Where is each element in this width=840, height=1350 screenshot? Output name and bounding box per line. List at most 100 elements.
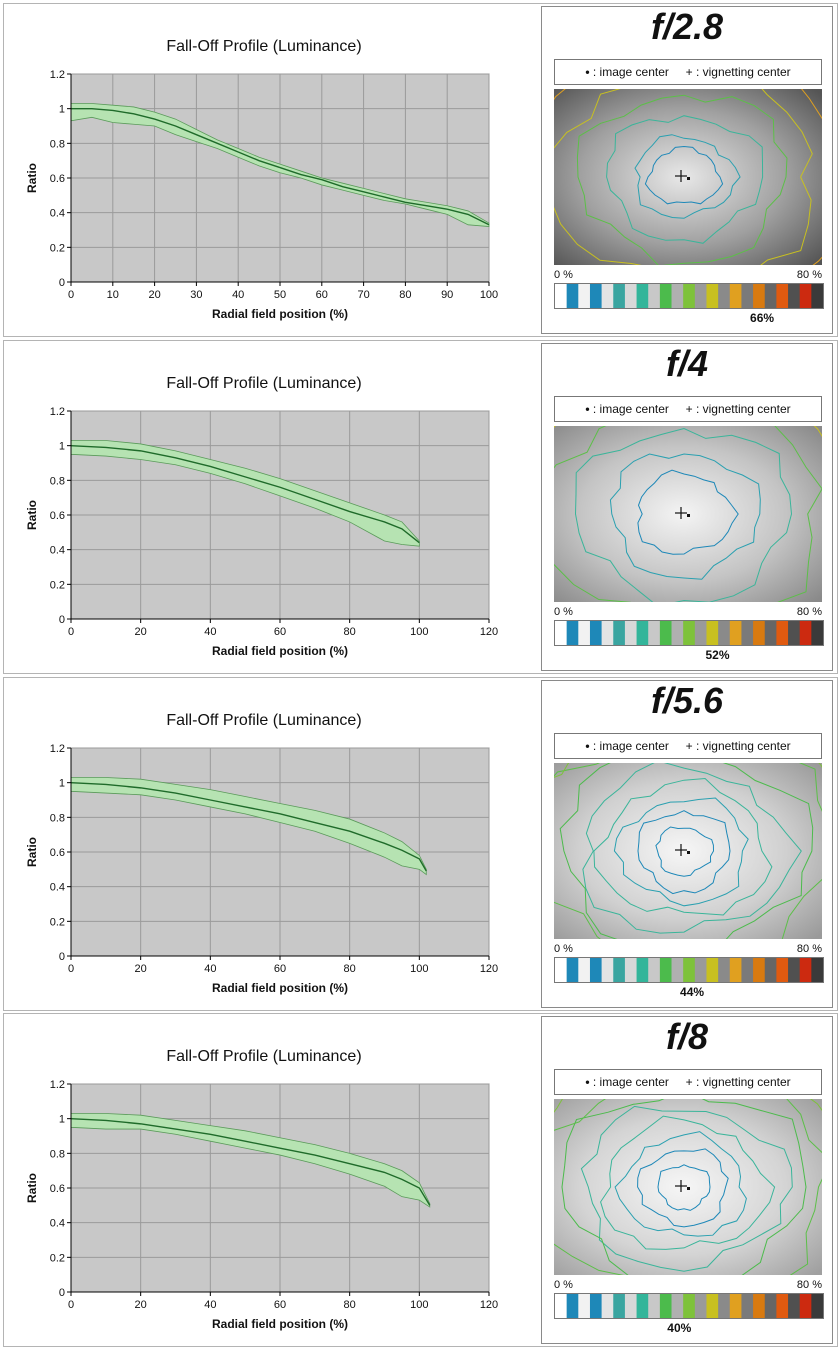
image-center-marker <box>687 177 690 180</box>
image-center-symbol: • <box>585 739 590 753</box>
scale-swatch <box>706 958 719 982</box>
scale-swatch <box>671 958 684 982</box>
series-line <box>70 444 420 544</box>
scale-swatch <box>741 958 754 982</box>
scale-swatch <box>659 1294 673 1318</box>
scale-swatch <box>811 621 823 645</box>
image-center-marker <box>687 851 690 854</box>
scale-swatch <box>694 284 707 308</box>
scale-swatch <box>648 1294 661 1318</box>
y-axis-label: Ratio <box>25 837 39 867</box>
scale-swatch <box>729 284 742 308</box>
panel-row-3: Fall-Off Profile (Luminance) 0 20 40 60 80 100… <box>3 677 838 1011</box>
scale-swatch <box>776 284 789 308</box>
x-tick-label: 0 <box>68 1299 74 1311</box>
scale-swatch <box>613 958 626 982</box>
scale-swatch <box>811 1294 823 1318</box>
luminance-contour <box>634 134 741 219</box>
vignetting-panel: f/8 • : image center + : vignetting cent… <box>541 1016 833 1344</box>
scale-swatch <box>764 284 777 308</box>
luminance-contour <box>574 427 793 602</box>
vignetting-panel: f/4 • : image center + : vignetting cent… <box>541 343 833 671</box>
x-tick-label: 70 <box>357 289 369 301</box>
scale-swatch <box>578 284 591 308</box>
y-tick-label: 0 <box>59 277 65 289</box>
scale-swatch <box>578 621 591 645</box>
falloff-chart: Fall-Off Profile (Luminance) 0 20 40 60 80 100… <box>4 678 539 1010</box>
x-tick-label: 60 <box>274 963 286 975</box>
scale-swatch <box>729 621 742 645</box>
scale-swatch <box>566 1294 579 1318</box>
x-axis-label: Radial field position (%) <box>212 981 348 995</box>
scale-swatch <box>788 958 801 982</box>
scale-swatch <box>648 621 661 645</box>
scale-swatch <box>671 1294 684 1318</box>
vignetting-center-symbol: + <box>685 1075 693 1089</box>
x-tick-label: 0 <box>68 626 74 638</box>
luminance-contour <box>593 777 773 916</box>
scale-max-label: 80 % <box>796 606 822 618</box>
y-tick-label: 0.2 <box>50 579 65 591</box>
scale-swatch <box>776 621 789 645</box>
scale-swatch <box>613 284 626 308</box>
uncertainty-band <box>70 103 490 227</box>
scale-swatch <box>683 284 696 308</box>
scale-swatch <box>648 958 661 982</box>
scale-swatch <box>718 621 731 645</box>
vignetting-center-symbol: + <box>685 402 693 416</box>
y-tick-label: 0.6 <box>50 847 65 859</box>
y-tick-label: 0 <box>59 1287 65 1299</box>
luminance-contour <box>580 1105 793 1272</box>
scale-swatch <box>624 1294 638 1318</box>
y-tick-label: 1 <box>59 104 65 116</box>
falloff-percentage: 52% <box>705 648 730 662</box>
x-tick-label: 10 <box>107 289 119 301</box>
x-tick-label: 120 <box>480 1299 498 1311</box>
x-tick-label: 30 <box>190 289 202 301</box>
scale-swatch <box>811 958 823 982</box>
series-line <box>70 781 427 872</box>
scale-min-label: 0 % <box>554 1279 573 1291</box>
aperture-label: f/2.8 <box>650 6 724 47</box>
y-axis-label: Ratio <box>25 163 39 193</box>
scale-swatch <box>578 958 591 982</box>
scale-swatch <box>555 621 568 645</box>
luminance-contour <box>561 1099 807 1275</box>
luminance-contour <box>582 763 802 934</box>
scale-max-label: 80 % <box>796 269 822 281</box>
falloff-color-scale <box>554 283 824 309</box>
luminance-contour <box>609 453 761 580</box>
image-center-label: : image center <box>592 65 669 79</box>
scale-swatch <box>636 1294 649 1318</box>
luminance-contour <box>614 1131 747 1237</box>
scale-swatch <box>601 958 614 982</box>
y-tick-label: 1.2 <box>50 743 65 755</box>
luminance-contour <box>637 1148 729 1228</box>
scale-swatch <box>788 621 801 645</box>
aperture-label: f/4 <box>665 343 708 384</box>
scale-swatch <box>671 284 684 308</box>
uncertainty-band <box>70 777 427 876</box>
x-tick-label: 40 <box>204 963 216 975</box>
scale-swatch <box>753 1294 766 1318</box>
scale-swatch <box>753 284 766 308</box>
center-legend: • : image center + : vignetting center <box>554 396 822 422</box>
x-tick-label: 80 <box>344 1299 356 1311</box>
luminance-contour <box>657 1164 711 1211</box>
scale-swatch <box>589 284 603 308</box>
vignetting-panel: f/5.6 • : image center + : vignetting ce… <box>541 680 833 1008</box>
vignetting-center-symbol: + <box>685 739 693 753</box>
scale-swatch <box>694 1294 707 1318</box>
scale-swatch <box>659 284 673 308</box>
x-tick-label: 50 <box>274 289 286 301</box>
scale-swatch <box>683 958 696 982</box>
scale-max-label: 80 % <box>796 943 822 955</box>
falloff-percentage: 66% <box>750 311 775 325</box>
falloff-color-scale <box>554 1293 824 1319</box>
scale-swatch <box>741 1294 754 1318</box>
scale-swatch <box>648 284 661 308</box>
y-tick-label: 0.6 <box>50 510 65 522</box>
x-tick-label: 100 <box>410 626 428 638</box>
scale-swatch <box>799 1294 812 1318</box>
vignetting-panel: f/2.8 • : image center + : vignetting ce… <box>541 6 833 334</box>
